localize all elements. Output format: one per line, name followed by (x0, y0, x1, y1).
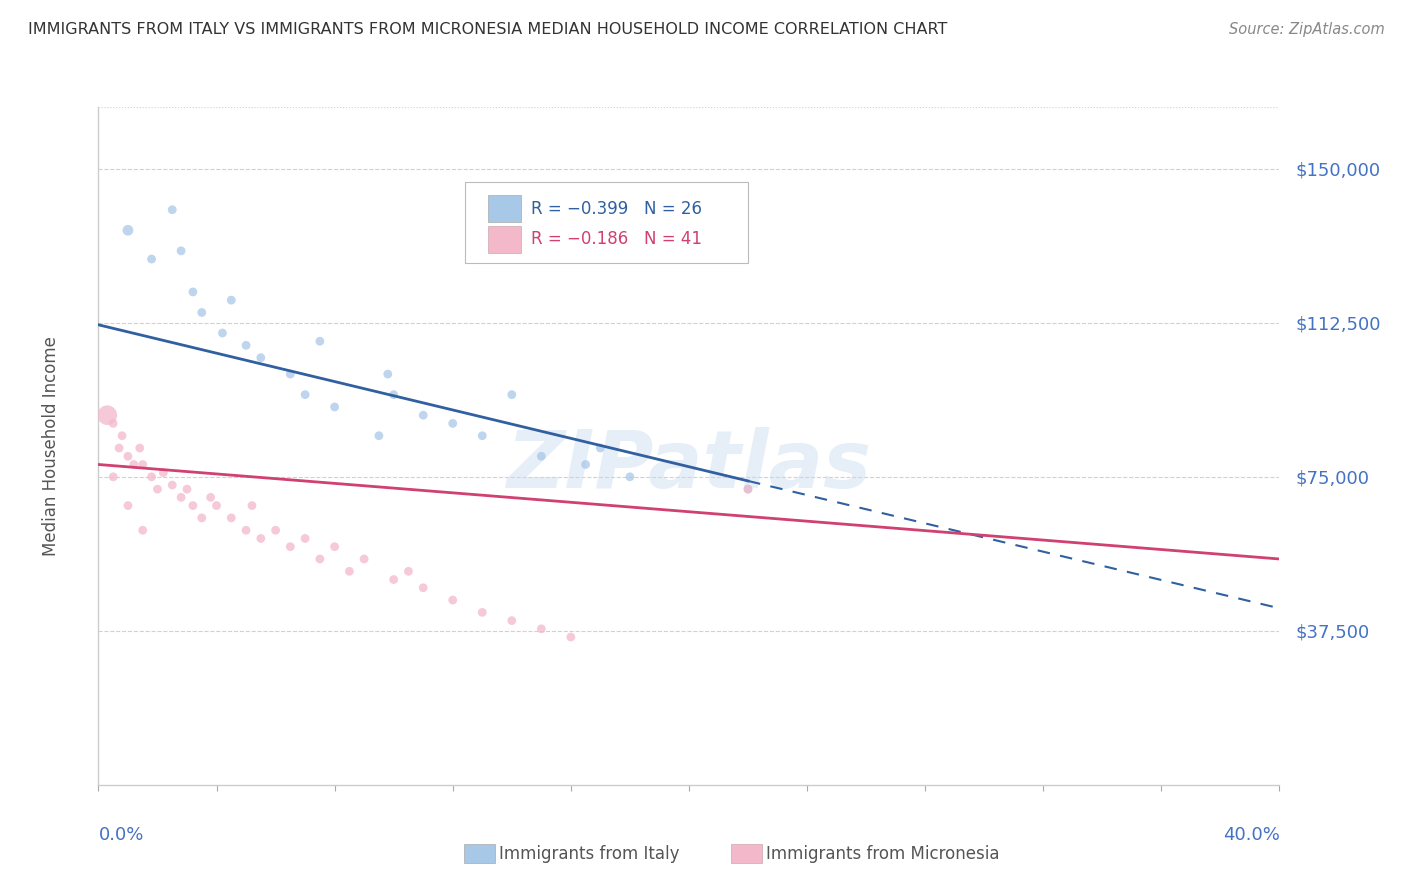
Point (530, 450, 553, 464)
Bar (488, 195, 522, 222)
Text: Median Household Income: Median Household Income (42, 336, 60, 556)
Point (337, 564, 360, 578)
Point (117, 450, 139, 464)
FancyBboxPatch shape (464, 182, 748, 263)
Point (176, 482, 198, 496)
Point (141, 252, 163, 266)
Point (309, 552, 332, 566)
Point (501, 387, 523, 401)
Point (235, 523, 257, 537)
Point (737, 482, 759, 496)
Point (412, 581, 434, 595)
Point (132, 458, 155, 472)
Point (170, 491, 193, 505)
Point (191, 305, 214, 319)
Bar (488, 226, 522, 252)
Text: Immigrants from Italy: Immigrants from Italy (499, 845, 679, 863)
Point (146, 482, 169, 496)
Point (396, 564, 419, 578)
Point (170, 244, 193, 258)
Text: R = −0.399   N = 26: R = −0.399 N = 26 (530, 200, 702, 218)
Point (162, 478, 183, 492)
Point (240, 499, 263, 513)
Point (294, 387, 316, 401)
Point (117, 223, 139, 237)
Point (574, 458, 596, 472)
Point (441, 593, 464, 607)
Point (278, 540, 302, 554)
Point (111, 428, 134, 442)
Point (412, 408, 434, 422)
Point (250, 532, 273, 546)
Point (117, 499, 139, 513)
Point (211, 326, 233, 340)
Point (323, 400, 346, 414)
Point (181, 499, 204, 513)
Point (471, 428, 494, 442)
Point (191, 511, 214, 525)
Point (205, 499, 228, 513)
Point (132, 523, 155, 537)
Point (235, 338, 257, 352)
Point (141, 470, 163, 484)
Point (441, 417, 464, 431)
Point (122, 458, 145, 472)
Point (619, 470, 641, 484)
Point (152, 466, 174, 480)
Point (353, 552, 375, 566)
Point (382, 387, 405, 401)
Point (589, 441, 612, 455)
Point (560, 630, 582, 644)
Point (219, 293, 243, 307)
Text: 0.0%: 0.0% (98, 826, 143, 844)
Point (96, 408, 118, 422)
Point (103, 470, 125, 484)
Point (323, 540, 346, 554)
Point (278, 367, 302, 381)
Point (501, 614, 523, 628)
Point (162, 202, 183, 217)
Point (264, 523, 287, 537)
Text: Source: ZipAtlas.com: Source: ZipAtlas.com (1229, 22, 1385, 37)
Point (471, 606, 494, 620)
Point (128, 441, 150, 455)
Point (382, 573, 405, 587)
Point (737, 482, 759, 496)
Point (219, 511, 243, 525)
Text: Immigrants from Micronesia: Immigrants from Micronesia (766, 845, 1000, 863)
Point (530, 622, 553, 636)
Point (181, 285, 204, 299)
Text: R = −0.186   N = 41: R = −0.186 N = 41 (530, 230, 702, 248)
Point (108, 441, 131, 455)
Text: ZIPatlas: ZIPatlas (506, 427, 872, 506)
Text: 40.0%: 40.0% (1223, 826, 1279, 844)
Point (200, 491, 222, 505)
Point (294, 532, 316, 546)
Point (309, 334, 332, 349)
Point (368, 428, 391, 442)
Point (377, 367, 399, 381)
Text: IMMIGRANTS FROM ITALY VS IMMIGRANTS FROM MICRONESIA MEDIAN HOUSEHOLD INCOME CORR: IMMIGRANTS FROM ITALY VS IMMIGRANTS FROM… (28, 22, 948, 37)
Point (103, 417, 125, 431)
Point (250, 351, 273, 365)
